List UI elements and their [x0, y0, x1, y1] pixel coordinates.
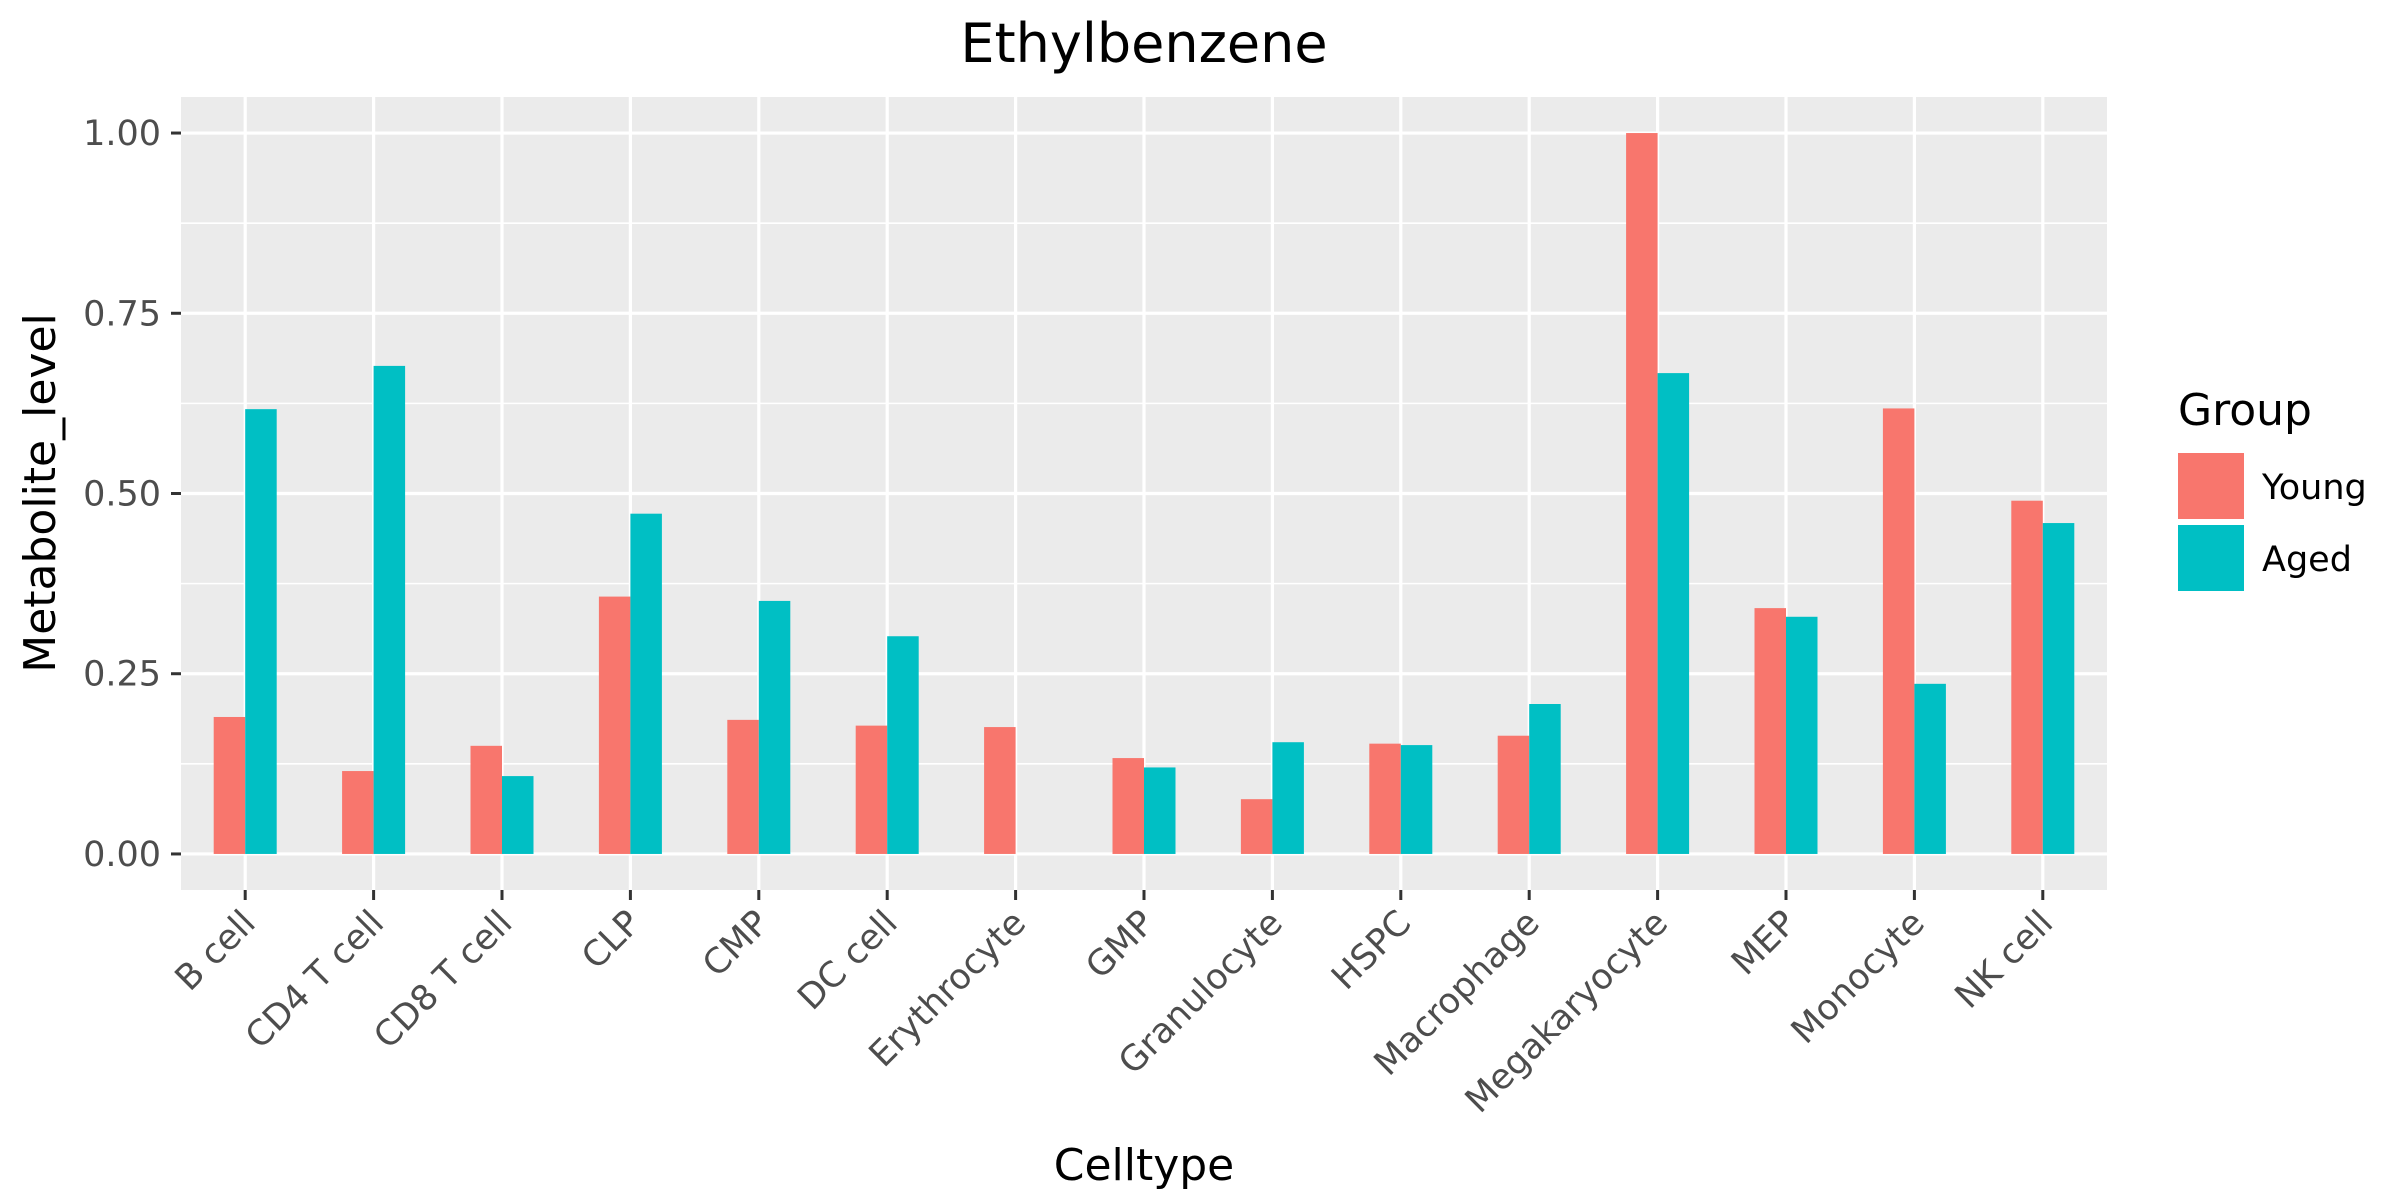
bar-aged — [1914, 683, 1946, 854]
y-axis: 0.00 0.25 0.50 0.75 1.00 — [83, 114, 181, 875]
bar-young — [213, 716, 246, 854]
legend-label-young: Young — [2261, 468, 2367, 508]
x-tick-label: DC cell — [790, 903, 905, 1018]
bar-young — [855, 725, 888, 854]
x-tick-label: B cell — [168, 903, 264, 999]
bar-aged — [502, 776, 534, 854]
chart-title: Ethylbenzene — [960, 12, 1327, 75]
bar-young — [1369, 743, 1401, 854]
bar-young — [1882, 408, 1915, 854]
bar-young — [727, 719, 759, 854]
legend-key-young — [2178, 453, 2244, 519]
bar-young — [984, 727, 1016, 854]
bar-aged — [1400, 745, 1433, 854]
y-tick-label: 0.75 — [83, 294, 161, 334]
x-tick-label: Monocyte — [1784, 903, 1933, 1052]
bars — [213, 133, 2075, 854]
y-axis-title: Metabolite_level — [15, 313, 66, 673]
bar-aged — [373, 365, 406, 854]
y-tick-label: 0.00 — [83, 835, 161, 875]
bar-aged — [1657, 373, 1690, 854]
bar-young — [1497, 735, 1530, 854]
x-tick-label: CMP — [695, 903, 777, 985]
x-tick-label: CD8 T cell — [367, 903, 521, 1057]
bar-aged — [887, 636, 919, 854]
bar-young — [342, 771, 374, 854]
bar-young — [598, 596, 631, 854]
legend-label-aged: Aged — [2262, 540, 2352, 580]
x-tick-label: CD4 T cell — [238, 903, 392, 1057]
x-tick-label: HSPC — [1324, 903, 1419, 998]
bar-aged — [758, 600, 791, 854]
bar-young — [1240, 799, 1273, 854]
x-axis-title: Celltype — [1054, 1140, 1235, 1191]
bar-aged — [245, 409, 277, 854]
legend-title: Group — [2178, 385, 2312, 436]
y-tick-label: 0.25 — [83, 655, 161, 695]
bar-aged — [1786, 616, 1818, 854]
legend-key-aged — [2178, 525, 2244, 591]
bar-young — [1754, 608, 1786, 854]
y-tick-label: 0.50 — [83, 475, 161, 515]
x-tick-label: CLP — [574, 903, 648, 977]
x-tick-label: NK cell — [1948, 903, 2061, 1016]
bar-young — [2011, 500, 2043, 854]
x-tick-label: MEP — [1724, 903, 1804, 983]
bar-young — [1626, 133, 1658, 854]
bar-aged — [2042, 523, 2075, 854]
legend: Group Young Aged — [2178, 385, 2367, 591]
bar-young — [1112, 758, 1144, 854]
bar-aged — [1529, 704, 1561, 854]
x-tick-label: GMP — [1079, 903, 1163, 987]
bar-aged — [630, 513, 662, 854]
bar-young — [470, 745, 502, 854]
bar-aged — [1272, 742, 1304, 854]
y-tick-label: 1.00 — [83, 114, 161, 154]
bar-aged — [1144, 767, 1176, 854]
